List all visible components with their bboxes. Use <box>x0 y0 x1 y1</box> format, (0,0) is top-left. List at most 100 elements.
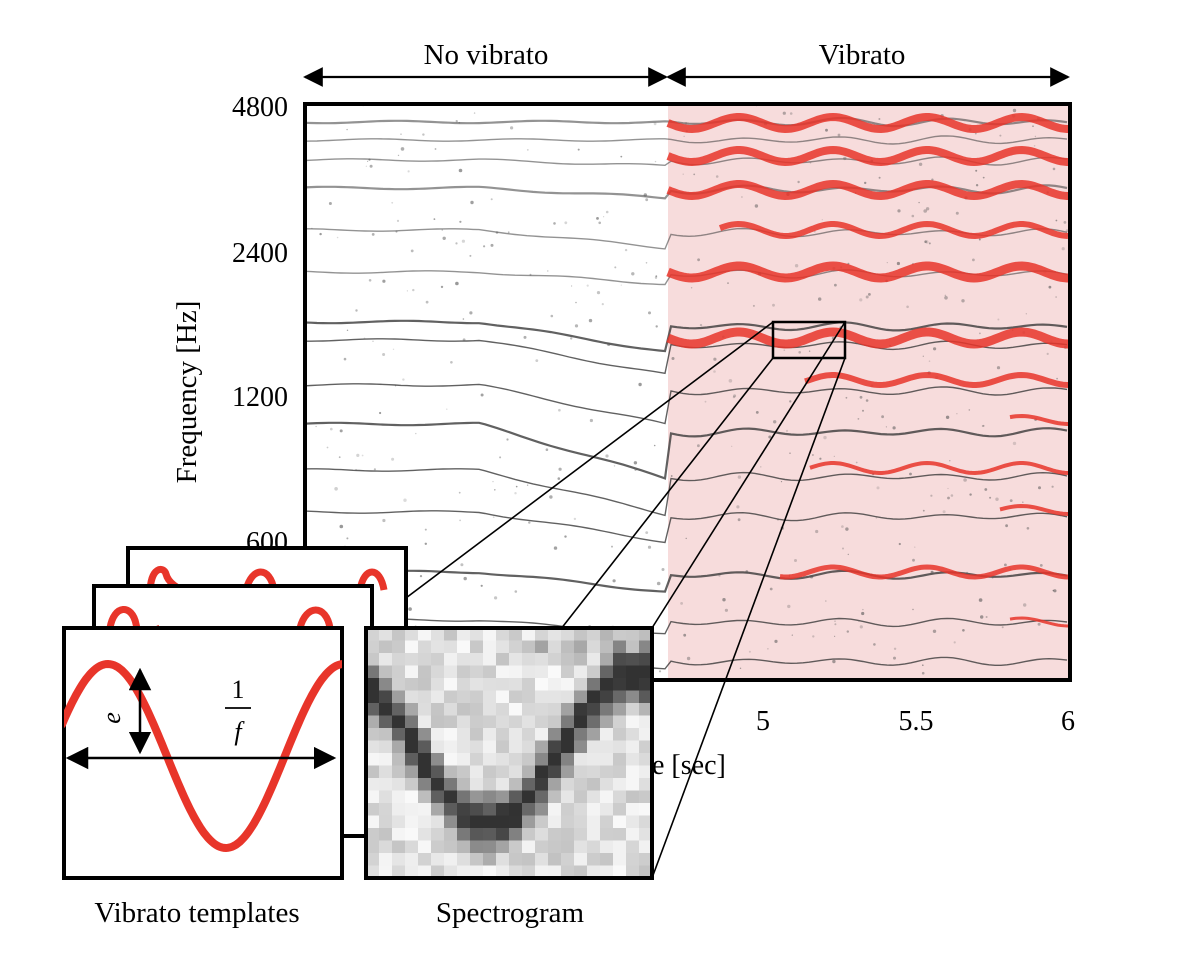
spectrogram-cell <box>613 703 627 717</box>
spectrogram-cell <box>418 628 432 642</box>
spectrogram-cell <box>574 865 588 879</box>
spectrogram-cell <box>574 628 588 642</box>
spectrogram-cell <box>535 790 549 804</box>
spectrogram-cell <box>431 703 445 717</box>
spectrogram-cell <box>366 640 380 654</box>
spectrogram-cell <box>496 828 510 842</box>
spectrogram-cells <box>366 628 653 879</box>
vibrato-wave <box>666 327 1070 349</box>
spectrogram-cell <box>496 815 510 829</box>
spectrogram-cell <box>431 865 445 879</box>
spectrogram-cell <box>366 853 380 867</box>
spectrogram-cell <box>574 765 588 779</box>
spectrogram-cell <box>483 665 497 679</box>
spectrogram-cell <box>535 628 549 642</box>
spectrogram-cell <box>548 753 562 767</box>
spectrogram-cell <box>561 865 575 879</box>
templates-caption: Vibrato templates <box>94 897 299 929</box>
spectrogram-cell <box>496 678 510 692</box>
spectrogram-cell <box>561 665 575 679</box>
spectrogram-cell <box>600 853 614 867</box>
spectrogram-cell <box>444 828 458 842</box>
spectrogram-cell <box>366 803 380 817</box>
spectrogram-cell <box>366 653 380 667</box>
spectrogram-cell <box>379 665 393 679</box>
spectrogram-cell <box>509 740 523 754</box>
spectrogram-cell <box>431 828 445 842</box>
spectrogram-cell <box>626 803 640 817</box>
spectrogram-cell <box>639 728 653 742</box>
spectrogram-cell <box>613 815 627 829</box>
spectrogram-cell <box>561 803 575 817</box>
spectrogram-cell <box>496 778 510 792</box>
spectrogram-cell <box>548 778 562 792</box>
spectrogram-cell <box>444 790 458 804</box>
spectrogram-cell <box>483 628 497 642</box>
x-tick-label: 5 <box>756 706 770 737</box>
spectrogram-cell <box>548 665 562 679</box>
spectrogram-cell <box>509 828 523 842</box>
spectrogram-cell <box>626 778 640 792</box>
spectrogram-cell <box>626 728 640 742</box>
vibrato-wave <box>1009 413 1070 426</box>
spectrogram-cell <box>522 790 536 804</box>
spectrogram-cell <box>496 765 510 779</box>
spectrogram-cell <box>379 865 393 879</box>
spectrogram-cell <box>600 790 614 804</box>
spectrogram-cell <box>392 778 406 792</box>
spectrogram-cell <box>587 828 601 842</box>
spectrogram-cell <box>470 715 484 729</box>
spectrogram-cell <box>457 765 471 779</box>
spectrogram-cell <box>392 740 406 754</box>
spectrogram-cell <box>509 690 523 704</box>
spectrogram-cell <box>509 803 523 817</box>
spectrogram-cell <box>548 803 562 817</box>
spectrogram-cell <box>587 853 601 867</box>
spectrogram-cell <box>379 653 393 667</box>
spectrogram-cell <box>548 653 562 667</box>
spectrogram-cell <box>483 778 497 792</box>
spectrogram-cell <box>587 815 601 829</box>
spectrogram-cell <box>561 815 575 829</box>
spectrogram-cell <box>405 728 419 742</box>
spectrogram-cell <box>470 690 484 704</box>
spectrogram-cell <box>509 778 523 792</box>
spectrogram-cell <box>444 740 458 754</box>
spectrogram-cell <box>379 790 393 804</box>
spectrogram-cell <box>613 803 627 817</box>
spectrogram-cell <box>509 753 523 767</box>
spectrogram-cell <box>535 665 549 679</box>
spectrogram-cell <box>418 803 432 817</box>
spectrogram-cell <box>392 715 406 729</box>
spectrogram-cell <box>444 778 458 792</box>
spectrogram-cell <box>522 853 536 867</box>
spectrogram-cell <box>418 653 432 667</box>
spectrogram-cell <box>535 803 549 817</box>
spectrogram-cell <box>639 640 653 654</box>
spectrogram-cell <box>379 690 393 704</box>
spectrogram-cell <box>522 828 536 842</box>
spectrogram-cell <box>431 640 445 654</box>
spectrogram-cell <box>379 803 393 817</box>
spectrogram-cell <box>613 715 627 729</box>
spectrogram-cell <box>561 828 575 842</box>
spectrogram-cell <box>561 790 575 804</box>
spectrogram-cell <box>535 653 549 667</box>
spectrogram-cell <box>431 628 445 642</box>
x-tick-label: 5.5 <box>899 706 934 737</box>
x-axis-label: e [sec] <box>652 750 726 781</box>
spectrogram-cell <box>366 665 380 679</box>
spectrogram-cell <box>548 740 562 754</box>
spectrogram-cell <box>483 865 497 879</box>
spectrogram-cell <box>483 640 497 654</box>
period-denominator: f <box>234 717 245 746</box>
harmonic-trace <box>305 617 1068 635</box>
spectrogram-cell <box>639 765 653 779</box>
spectrogram-cell <box>574 853 588 867</box>
spectrogram-cell <box>522 840 536 854</box>
spectrogram-cell <box>431 690 445 704</box>
spectrogram-cell <box>600 840 614 854</box>
spectrogram-cell <box>483 790 497 804</box>
spectrogram-cell <box>613 778 627 792</box>
spectrogram-cell <box>457 690 471 704</box>
